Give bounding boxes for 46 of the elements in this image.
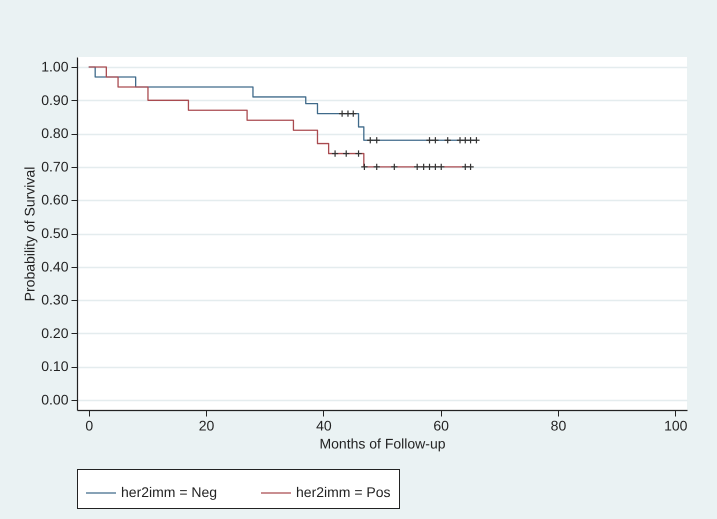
y-tick-label: 1.00 (41, 58, 69, 74)
y-tick-label: 0.80 (41, 125, 69, 142)
x-tick-label: 20 (198, 418, 215, 434)
legend-label: her2imm = Pos (296, 484, 391, 500)
point (466, 163, 474, 171)
point (342, 150, 350, 158)
x-tick-label: 60 (433, 418, 450, 434)
point (420, 163, 428, 171)
y-tick-label: 0.90 (41, 92, 69, 108)
point (390, 163, 398, 171)
point (350, 110, 358, 118)
y-tick-label: 0.50 (41, 225, 69, 241)
point (462, 136, 470, 144)
point (344, 110, 352, 118)
x-axis-title: Months of Follow-up (319, 436, 446, 452)
y-tick-label: 0.30 (41, 292, 69, 308)
point (472, 136, 480, 144)
point (432, 163, 440, 171)
point (360, 163, 368, 171)
point (366, 136, 374, 144)
point (437, 163, 445, 171)
point (426, 163, 434, 171)
y-tick-label: 0.60 (41, 192, 69, 208)
y-tick-label: 0.00 (41, 392, 69, 408)
point (372, 163, 380, 171)
point (354, 150, 362, 158)
y-tick-label: 0.40 (41, 258, 69, 274)
point (413, 163, 421, 171)
point (331, 150, 339, 158)
x-tick-label: 40 (316, 418, 332, 434)
x-tick-label: 100 (664, 418, 688, 434)
point (372, 136, 380, 144)
x-tick-label: 80 (550, 418, 566, 434)
y-axis-title: Probability of Survival (21, 166, 38, 302)
point (462, 163, 470, 171)
point (426, 136, 434, 144)
point (456, 136, 464, 144)
legend-label: her2imm = Neg (121, 484, 218, 500)
point (466, 136, 474, 144)
x-tick-label: 0 (85, 418, 94, 434)
point (338, 110, 346, 118)
y-tick-label: 0.20 (41, 324, 69, 341)
point (432, 136, 440, 144)
point (444, 136, 452, 144)
y-tick-label: 0.10 (41, 358, 69, 374)
y-tick-label: 0.70 (41, 158, 69, 174)
